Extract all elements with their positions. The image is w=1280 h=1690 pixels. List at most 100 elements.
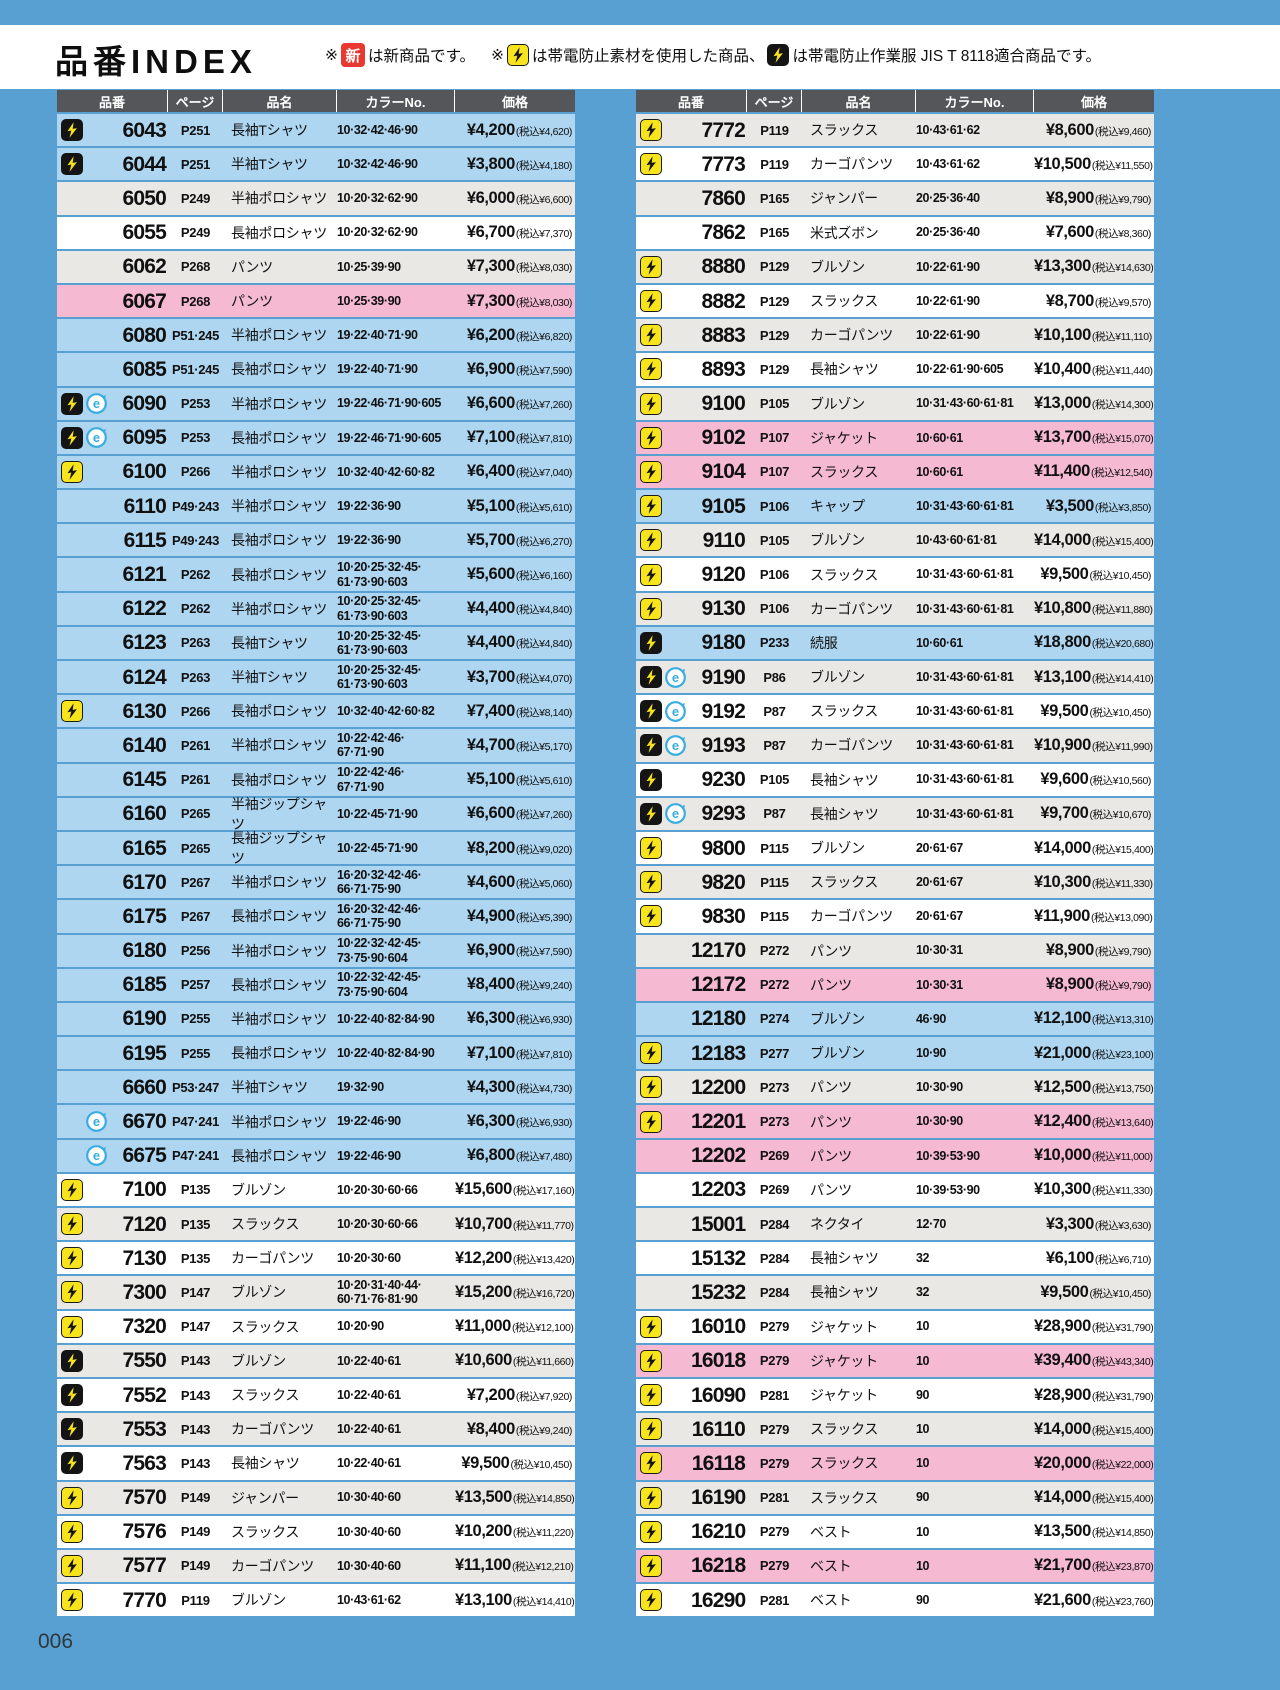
product-code: 6180	[122, 939, 166, 963]
color-numbers: 10·25·39·90	[337, 293, 401, 308]
icon-slots	[636, 631, 691, 654]
icon-slots	[57, 973, 112, 996]
table-row: 6044 P251 半袖Tシャツ 10·32·42·46·90 ¥3,800(税…	[57, 148, 575, 181]
antistatic-material-icon	[639, 837, 662, 860]
page-ref: P273	[759, 1114, 790, 1130]
table-row: 8882 P129 スラックス 10·22·61·90 ¥8,700(税込¥9,…	[636, 284, 1154, 318]
icon-slot-empty	[60, 1042, 83, 1065]
page-ref: P119	[181, 1592, 210, 1608]
tax-included-price: (税込¥5,390)	[515, 911, 573, 924]
price-cell: ¥8,900(税込¥9,790)	[1034, 975, 1154, 994]
product-table-right: 品番 ページ 品名 カラーNo. 価格 7772 P119 スラックス 10·43·61…	[636, 90, 1154, 1618]
antistatic-material-icon	[639, 460, 662, 483]
product-name: 半袖ポロシャツ	[231, 1113, 327, 1130]
antistatic-material-icon	[60, 1315, 83, 1338]
item-number-cell: 7552	[57, 1379, 168, 1411]
color-numbers: 10·32·40·42·60·82	[337, 464, 435, 479]
color-numbers: 10·30·31	[916, 943, 963, 958]
item-number-cell: 7320	[57, 1311, 168, 1343]
price: ¥13,100	[455, 1590, 512, 1609]
price-cell: ¥13,300(税込¥14,630)	[1034, 257, 1154, 276]
color-numbers: 10·31·43·60·61·81	[916, 601, 1014, 616]
icon-slot-empty	[85, 666, 108, 689]
page-ref: P251	[180, 156, 211, 172]
item-number-cell: 6062	[57, 251, 168, 283]
color-numbers: 10·22·40·61	[337, 1422, 401, 1437]
antistatic-material-icon	[60, 1178, 83, 1201]
product-name: 長袖ポロシャツ	[231, 532, 327, 549]
table-header-row: 品番 ページ 品名 カラーNo. 価格	[636, 90, 1154, 112]
icon-slot-empty	[85, 153, 108, 176]
color-numbers: 10·60·61	[916, 430, 963, 445]
product-code: 9800	[701, 836, 745, 860]
table-row: 7862 P165 米式ズボン 20·25·36·40 ¥7,600(税込¥8,…	[636, 216, 1154, 249]
page-ref: P267	[180, 874, 211, 890]
color-numbers: 19·22·36·90	[337, 533, 401, 548]
price: ¥10,900	[1034, 735, 1091, 754]
product-name: 長袖ポロシャツ	[231, 976, 327, 993]
color-numbers: 10·22·45·71·90	[337, 806, 418, 821]
table-row: 16018 P279 ジャケット 10 ¥39,400(税込¥43,340)	[636, 1344, 1154, 1377]
product-code: 7770	[122, 1588, 166, 1612]
price-cell: ¥3,300(税込¥3,630)	[1034, 1215, 1154, 1234]
icon-slots	[636, 1520, 691, 1543]
icon-slot-empty	[85, 1213, 108, 1236]
color-numbers: 19·22·46·90	[337, 1114, 401, 1129]
product-name: スラックス	[810, 1421, 879, 1438]
icon-slots	[636, 392, 691, 415]
color-numbers: 10	[916, 1558, 930, 1573]
page-ref: P105	[759, 772, 790, 788]
icon-slot-empty	[60, 290, 83, 313]
table-row: 6043 P251 長袖Tシャツ 10·32·42·46·90 ¥4,200(税…	[57, 114, 575, 147]
table-row: 16010 P279 ジャケット 10 ¥28,900(税込¥31,790)	[636, 1310, 1154, 1343]
icon-slots	[57, 905, 112, 928]
antistatic-material-icon	[639, 1589, 662, 1612]
antistatic-material-icon	[639, 1384, 662, 1407]
item-number-cell: 6080	[57, 319, 168, 351]
page-ref: P135	[180, 1250, 211, 1266]
jis-t8118-icon	[60, 1349, 83, 1372]
table-row: 7770 P119 ブルゾン 10·43·61·62 ¥13,100(税込¥14…	[57, 1584, 575, 1617]
tax-included-price: (税込¥10,450)	[1089, 706, 1151, 719]
product-code: 7100	[122, 1178, 166, 1202]
icon-slots: e	[636, 734, 691, 757]
icon-slot-empty	[664, 1452, 687, 1475]
product-name: スラックス	[810, 463, 879, 480]
product-name: 長袖ジップシャツ	[231, 830, 327, 867]
product-name: カーゴパンツ	[231, 1557, 314, 1574]
page-ref: P268	[180, 293, 211, 309]
product-code: 6675	[122, 1144, 166, 1168]
tax-included-price: (税込¥6,930)	[515, 1014, 573, 1027]
icon-slot-empty	[60, 1110, 83, 1133]
color-numbers: 10·22·32·42·45· 73·75·90·604	[337, 936, 422, 965]
price-cell: ¥10,800(税込¥11,880)	[1034, 599, 1154, 618]
price-cell: ¥13,100(税込¥14,410)	[455, 1591, 575, 1610]
product-code: 6123	[122, 631, 166, 655]
product-name: ブルゾン	[231, 1592, 286, 1609]
table-row: 7130 P135 カーゴパンツ 10·20·30·60 ¥12,200(税込¥…	[57, 1242, 575, 1275]
icon-slots	[57, 495, 112, 518]
color-numbers: 10·31·43·60·61·81	[916, 396, 1014, 411]
price: ¥6,800	[466, 1146, 515, 1165]
product-code: 9230	[701, 768, 745, 792]
price-cell: ¥5,700(税込¥6,270)	[455, 531, 575, 550]
price: ¥5,100	[466, 496, 515, 515]
price-cell: ¥13,700(税込¥15,070)	[1034, 428, 1154, 447]
price: ¥8,900	[1045, 941, 1094, 960]
column-header: ページ	[168, 90, 223, 112]
antistatic-material-icon	[639, 255, 662, 278]
icon-slots	[636, 1178, 691, 1201]
icon-slots	[57, 1076, 112, 1099]
product-code: 12180	[691, 1007, 746, 1031]
product-code: 8880	[701, 255, 745, 279]
price-cell: ¥6,100(税込¥6,710)	[1034, 1249, 1154, 1268]
price-cell: ¥39,400(税込¥43,340)	[1034, 1351, 1154, 1370]
product-code: 16210	[691, 1520, 746, 1544]
antistatic-material-icon	[639, 290, 662, 313]
icon-slots	[636, 973, 691, 996]
icon-slot-empty	[85, 973, 108, 996]
icon-slots	[636, 1418, 691, 1441]
icon-slot-empty	[85, 700, 108, 723]
product-name: 半袖ポロシャツ	[231, 463, 327, 480]
price-cell: ¥7,400(税込¥8,140)	[455, 702, 575, 721]
